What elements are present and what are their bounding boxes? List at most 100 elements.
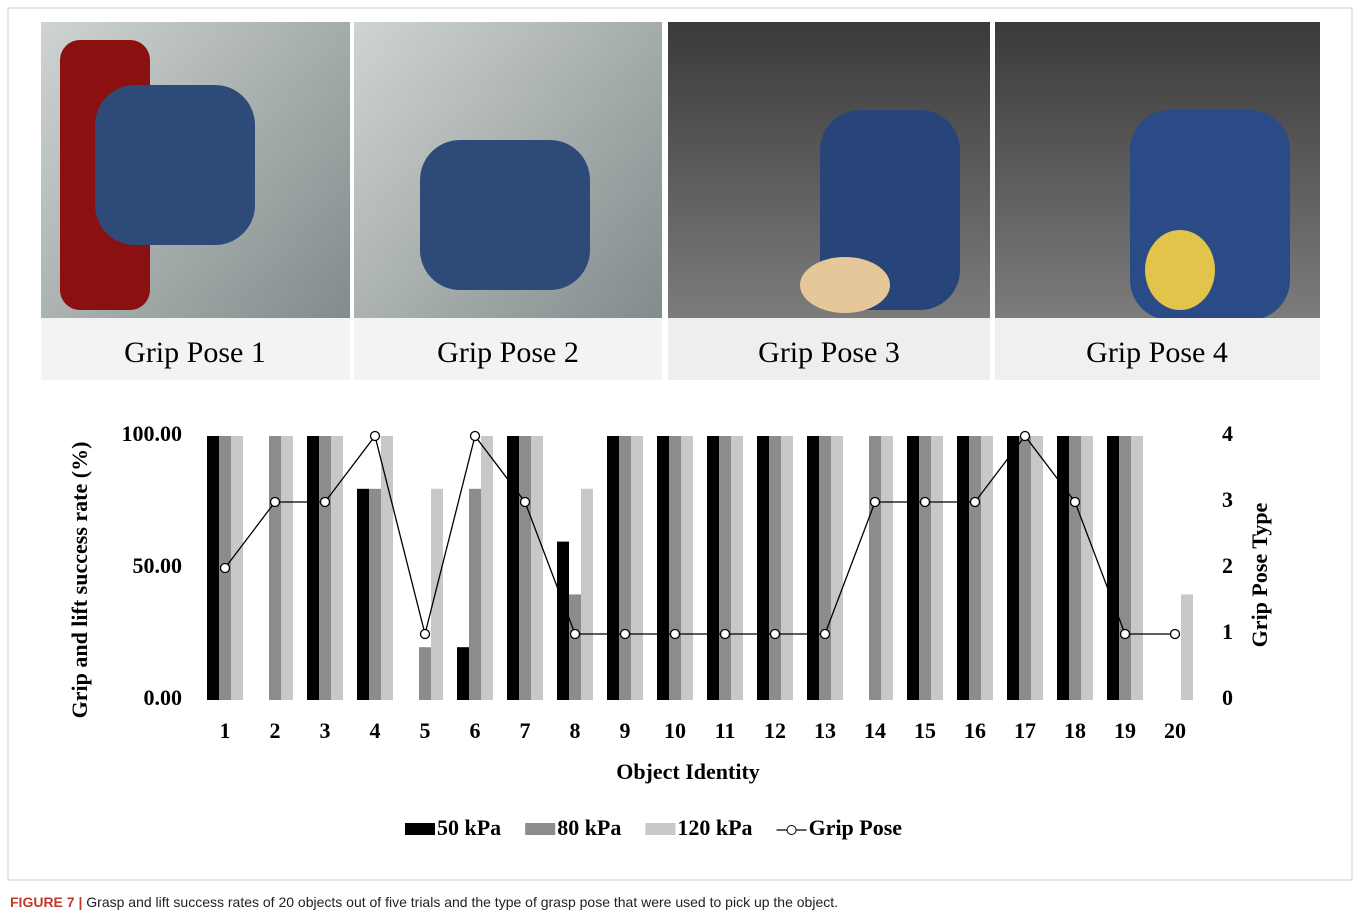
bar: [881, 436, 893, 700]
photo-caption: Grip Pose 2: [437, 336, 579, 369]
bar: [619, 436, 631, 700]
x-tick-label: 1: [220, 718, 231, 743]
bar: [807, 436, 819, 700]
bar: [557, 542, 569, 700]
bar: [319, 436, 331, 700]
marker: [1021, 432, 1030, 441]
bar: [707, 436, 719, 700]
bar: [357, 489, 369, 700]
bar: [1181, 594, 1193, 700]
bar: [569, 594, 581, 700]
x-axis-title: Object Identity: [616, 759, 760, 784]
bar: [307, 436, 319, 700]
y-tick-label: 0.00: [144, 685, 183, 710]
y2-axis-title: Grip Pose Type: [1247, 502, 1272, 647]
bar: [657, 436, 669, 700]
marker: [421, 630, 430, 639]
legend-label: Grip Pose: [809, 815, 903, 840]
marker: [821, 630, 830, 639]
marker: [621, 630, 630, 639]
bar: [931, 436, 943, 700]
caption-text: Grasp and lift success rates of 20 objec…: [86, 894, 838, 910]
bar: [957, 436, 969, 700]
x-tick-label: 7: [520, 718, 531, 743]
y-tick-label: 50.00: [133, 553, 183, 578]
marker: [721, 630, 730, 639]
bar: [1119, 436, 1131, 700]
bar: [1031, 436, 1043, 700]
bar: [269, 436, 281, 700]
legend-label: 80 kPa: [557, 815, 621, 840]
bar: [731, 436, 743, 700]
figure-caption: FIGURE 7 | Grasp and lift success rates …: [10, 894, 838, 910]
marker: [971, 498, 980, 507]
bar: [919, 436, 931, 700]
marker: [1171, 630, 1180, 639]
legend-symbol: [645, 823, 675, 835]
figure: Grip Pose 1 Grip Pose 2 Grip Pose 3 Grip…: [0, 0, 1360, 890]
marker: [921, 498, 930, 507]
bar: [681, 436, 693, 700]
bar: [381, 436, 393, 700]
page: {"photos": [{"caption": "Grip Pose 1"}, …: [0, 0, 1360, 920]
x-tick-label: 15: [914, 718, 936, 743]
bar: [331, 436, 343, 700]
bar: [907, 436, 919, 700]
x-tick-label: 5: [420, 718, 431, 743]
bar: [481, 436, 493, 700]
bar: [1019, 436, 1031, 700]
bar: [631, 436, 643, 700]
x-tick-label: 12: [764, 718, 786, 743]
bar: [757, 436, 769, 700]
marker: [471, 432, 480, 441]
y2-tick-label: 2: [1222, 553, 1233, 578]
bar: [207, 436, 219, 700]
bar: [969, 436, 981, 700]
x-tick-label: 11: [715, 718, 736, 743]
y2-tick-label: 1: [1222, 619, 1233, 644]
bar: [869, 436, 881, 700]
legend-symbol: [525, 823, 555, 835]
photo-3: [668, 22, 990, 380]
marker: [271, 498, 280, 507]
x-tick-label: 6: [470, 718, 481, 743]
x-tick-label: 8: [570, 718, 581, 743]
photo-1: [41, 22, 350, 380]
bar: [457, 647, 469, 700]
photo-caption: Grip Pose 4: [1086, 336, 1228, 369]
bar: [1007, 436, 1019, 700]
bar: [369, 489, 381, 700]
marker: [571, 630, 580, 639]
x-tick-label: 19: [1114, 718, 1136, 743]
x-tick-label: 2: [270, 718, 281, 743]
bar: [431, 489, 443, 700]
bar: [819, 436, 831, 700]
marker: [1121, 630, 1130, 639]
photo-4: [995, 22, 1320, 380]
y-tick-label: 100.00: [122, 421, 183, 446]
bar: [1131, 436, 1143, 700]
y2-tick-label: 4: [1222, 421, 1233, 446]
photo-2: [354, 22, 662, 380]
legend-label: 50 kPa: [437, 815, 501, 840]
bar: [469, 489, 481, 700]
x-tick-label: 14: [864, 718, 886, 743]
bar: [1069, 436, 1081, 700]
bar: [607, 436, 619, 700]
marker: [1071, 498, 1080, 507]
bar: [769, 436, 781, 700]
x-tick-label: 4: [370, 718, 381, 743]
bar: [231, 436, 243, 700]
x-tick-label: 16: [964, 718, 986, 743]
bar: [531, 436, 543, 700]
bar: [719, 436, 731, 700]
marker: [221, 564, 230, 573]
marker: [371, 432, 380, 441]
x-tick-label: 13: [814, 718, 836, 743]
marker: [671, 630, 680, 639]
bar: [519, 436, 531, 700]
x-tick-label: 9: [620, 718, 631, 743]
photo-caption: Grip Pose 1: [124, 336, 266, 369]
bar: [1081, 436, 1093, 700]
bar: [419, 647, 431, 700]
